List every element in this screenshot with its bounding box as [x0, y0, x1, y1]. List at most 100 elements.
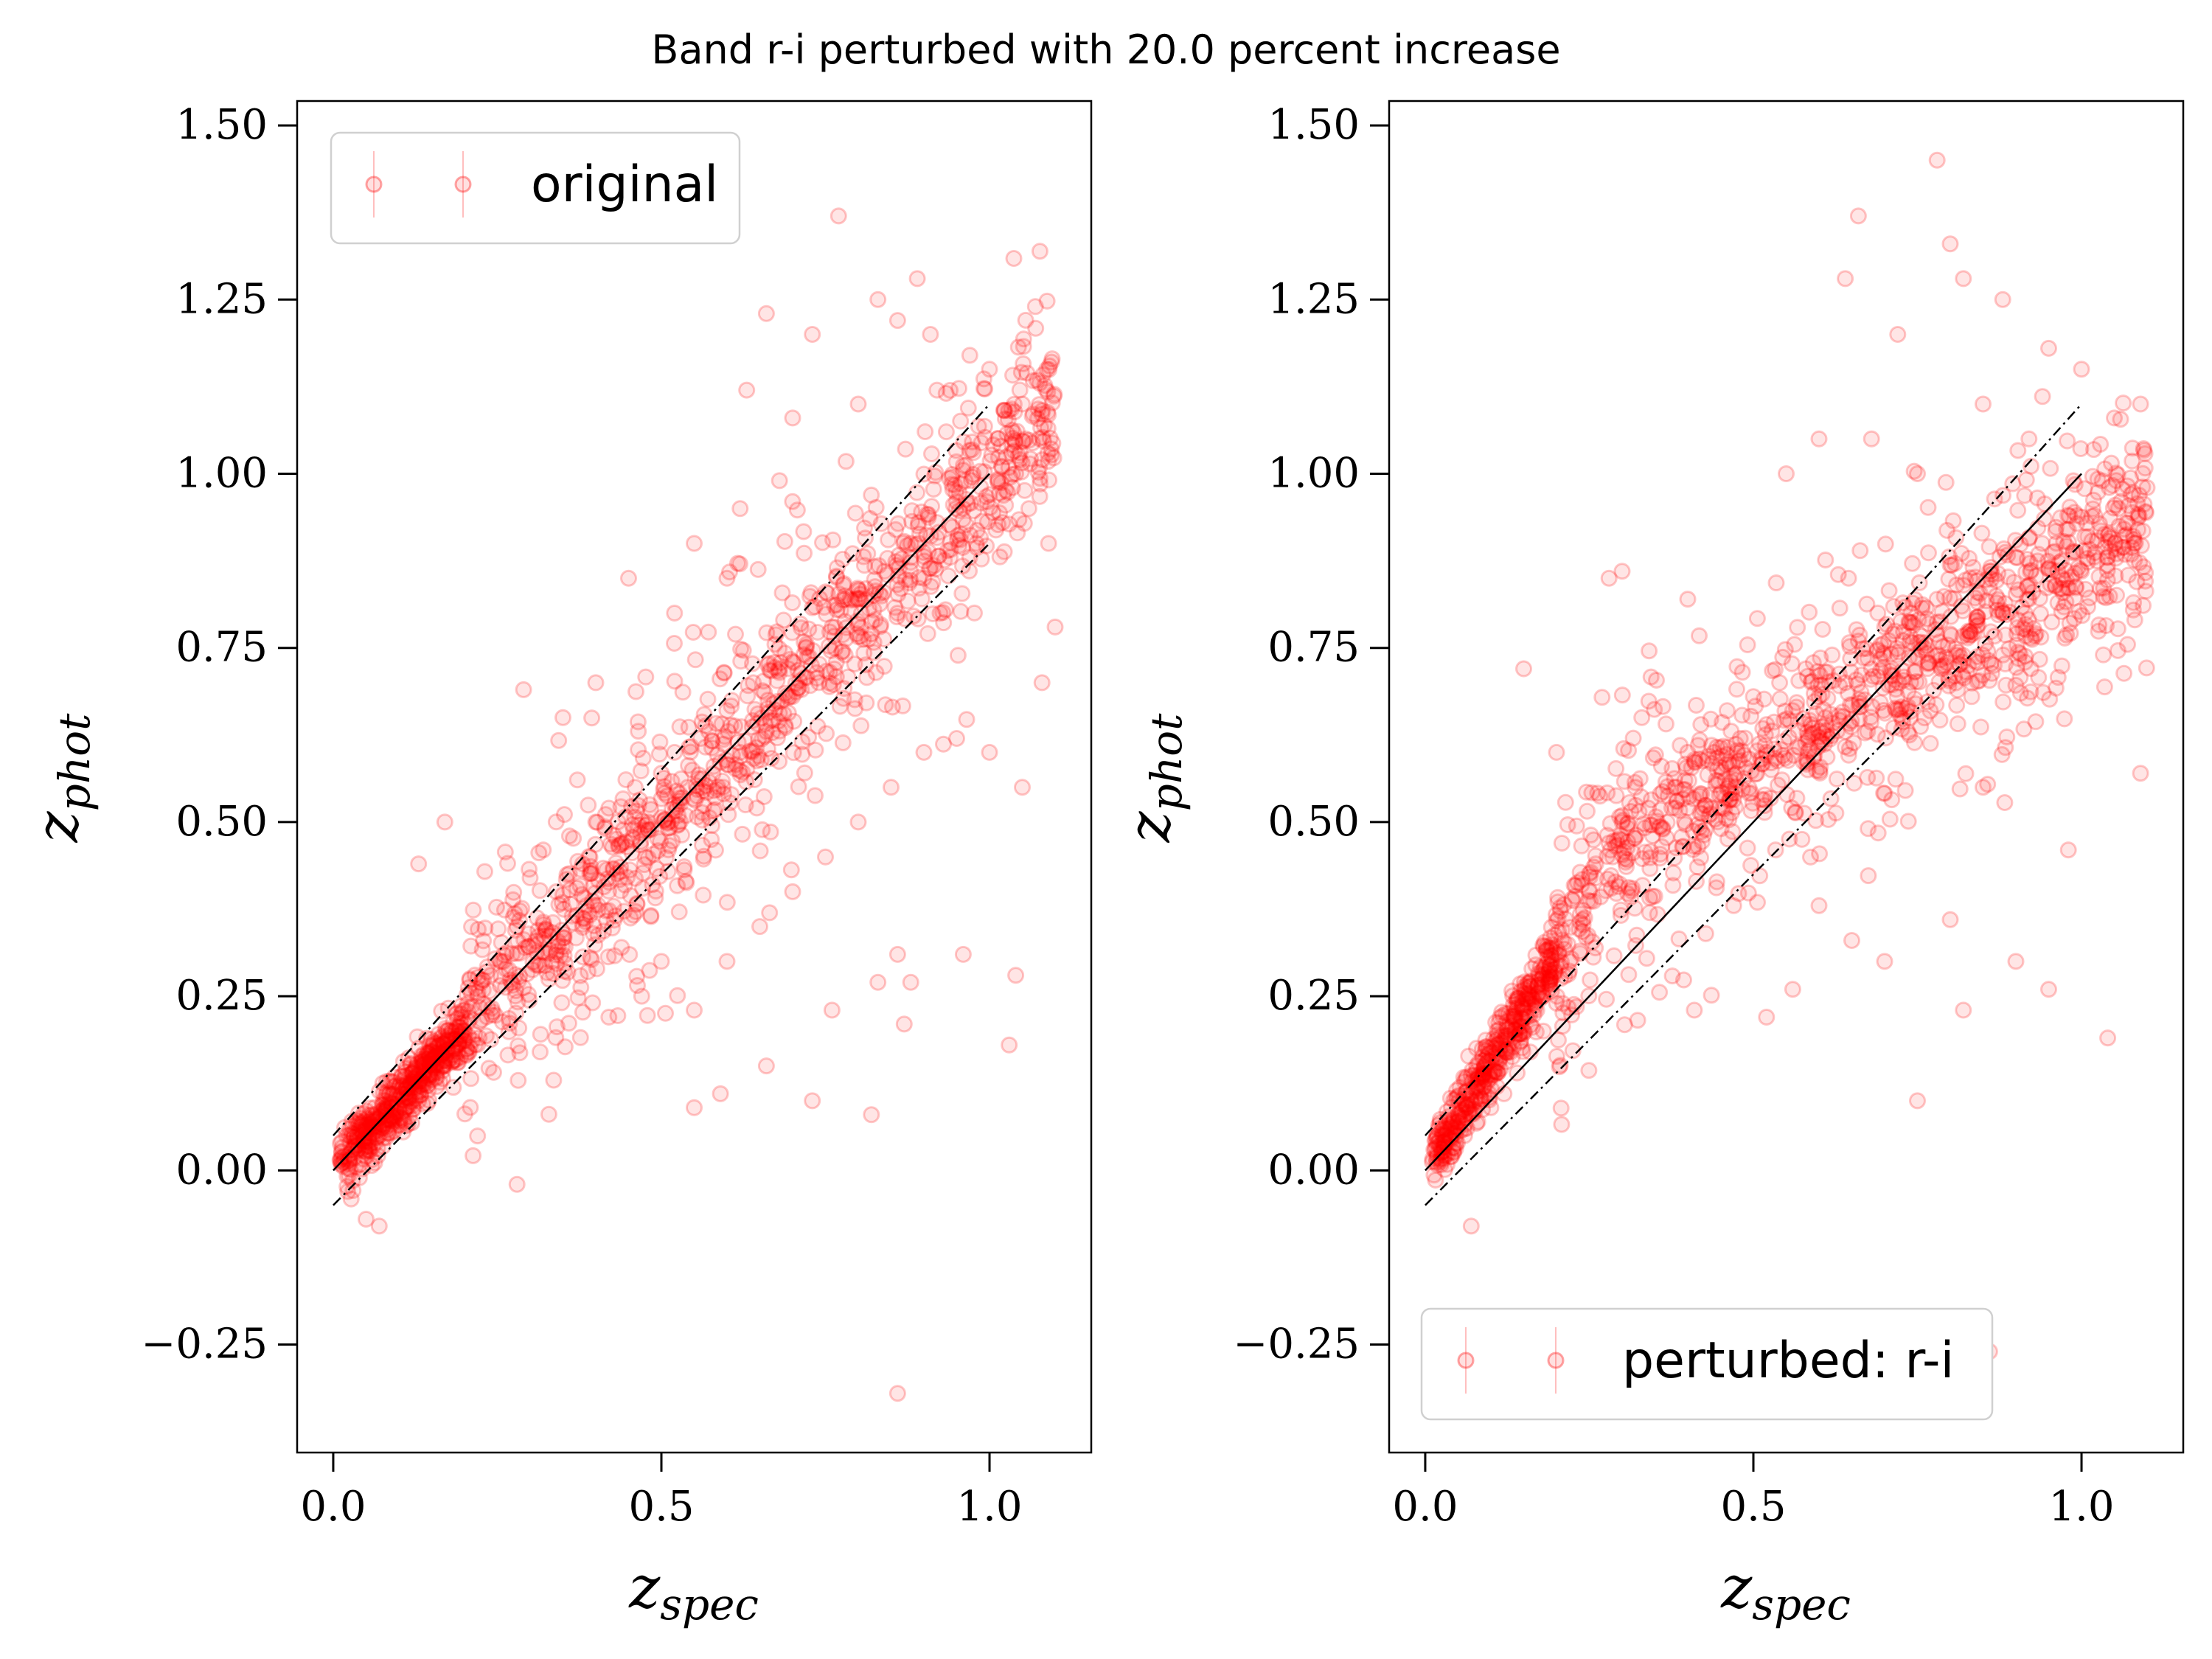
left-scatter-point	[674, 684, 692, 701]
left-scatter-point	[961, 347, 978, 364]
right-scatter-point	[1430, 1116, 1447, 1134]
left-scatter-point	[739, 687, 757, 705]
left-scatter-point	[1036, 377, 1054, 394]
left-scatter-point	[809, 717, 827, 735]
left-scatter-point	[836, 646, 854, 664]
left-scatter-point	[443, 1054, 461, 1071]
left-scatter-point	[688, 781, 706, 798]
right-scatter-point	[1907, 695, 1925, 713]
left-scatter-point	[718, 894, 736, 911]
left-scatter-point	[397, 1081, 414, 1099]
right-scatter-point	[2115, 538, 2132, 556]
right-scatter-point	[1839, 684, 1857, 702]
left-scatter-point	[1033, 406, 1051, 422]
right-scatter-point	[2084, 500, 2101, 518]
right-scatter-point	[2095, 646, 2112, 664]
right-scatter-point	[1949, 715, 1966, 733]
right-scatter-point	[1630, 803, 1648, 821]
left-scatter-point	[703, 732, 721, 750]
right-scatter-point	[2040, 339, 2057, 357]
right-scatter-point	[1933, 660, 1950, 678]
right-scatter-point	[1863, 430, 1880, 448]
left-scatter-point	[675, 858, 693, 875]
left-scatter-point	[606, 947, 623, 964]
left-scatter-point	[613, 834, 631, 852]
right-scatter-point	[1786, 636, 1804, 653]
left-scatter-point	[804, 326, 821, 343]
left-scatter-point	[731, 743, 749, 761]
left-scatter-point	[1015, 330, 1032, 348]
right-scatter-point	[1563, 890, 1581, 908]
right-y-tick-label: 1.50	[1267, 101, 1360, 149]
left-scatter-point	[954, 539, 972, 556]
left-scatter-point	[871, 585, 888, 602]
right-scatter-point	[1460, 1047, 1478, 1065]
right-scatter-point	[1516, 1023, 1534, 1041]
left-scatter-point	[715, 664, 733, 681]
left-scatter-point	[759, 740, 776, 757]
right-scatter-point	[1708, 738, 1726, 756]
left-scatter-point	[727, 625, 744, 643]
right-scatter-point	[1930, 646, 1947, 664]
left-scatter-point	[508, 918, 526, 936]
left-scatter-point	[379, 1096, 396, 1113]
left-scatter-point	[655, 769, 672, 787]
left-scatter-point	[1024, 372, 1042, 389]
right-scatter-point	[1707, 776, 1725, 794]
left-scatter-point	[620, 569, 637, 587]
right-y-tick-label: 0.50	[1267, 798, 1360, 846]
left-scatter-point	[981, 452, 999, 470]
left-scatter-point	[841, 590, 859, 608]
left-scatter-point	[666, 743, 684, 761]
right-scatter-point	[1998, 728, 2016, 745]
left-scatter-point	[1015, 515, 1033, 532]
right-scatter-point	[2007, 676, 2025, 694]
right-scatter-point	[1868, 726, 1886, 743]
left-scatter-point	[955, 456, 972, 474]
right-scatter-point	[2004, 475, 2022, 493]
left-scatter-point	[1020, 500, 1037, 518]
left-scatter-point	[771, 472, 788, 490]
left-scatter-point	[469, 984, 487, 1001]
right-scatter-point	[1869, 824, 1887, 842]
left-scatter-point	[589, 901, 607, 919]
right-scatter-point	[1612, 907, 1630, 924]
right-scatter-point	[1462, 1105, 1480, 1123]
right-scatter-point	[1574, 902, 1592, 919]
right-scatter-point	[2067, 579, 2084, 597]
left-scatter-point	[897, 440, 914, 458]
left-scatter-point	[695, 706, 713, 723]
left-scatter-point	[694, 836, 711, 854]
left-scatter-point	[587, 674, 605, 692]
left-scatter-point	[695, 847, 713, 865]
left-scatter-point	[947, 453, 965, 470]
left-scatter-point	[751, 842, 769, 860]
left-scatter-point	[341, 1120, 358, 1138]
right-scatter-point	[1851, 542, 1869, 560]
left-scatter-point	[574, 919, 591, 936]
right-scatter-point	[1728, 681, 1745, 698]
left-scatter-point	[651, 733, 669, 751]
left-scatter-point	[619, 838, 636, 856]
left-scatter-point	[731, 762, 748, 779]
left-scatter-point	[600, 799, 618, 817]
left-scatter-point	[659, 863, 677, 880]
left-scatter-point	[547, 813, 565, 831]
left-scatter-point	[705, 782, 723, 799]
left-scatter-point	[466, 1026, 484, 1043]
left-y-tick-label: −0.25	[141, 1321, 268, 1368]
left-scatter-point	[923, 445, 940, 462]
right-scatter-point	[1543, 919, 1560, 936]
left-scatter-point	[627, 869, 644, 887]
left-scatter-point	[899, 537, 917, 554]
left-scatter-point	[1008, 422, 1026, 440]
right-scatter-point	[1503, 1048, 1521, 1065]
left-scatter-point	[971, 462, 989, 480]
right-scatter-point	[2132, 395, 2149, 413]
left-scatter-point	[818, 725, 835, 742]
right-scatter-point	[1889, 326, 1907, 343]
left-scatter-point	[790, 778, 807, 796]
left-scatter-point	[639, 849, 657, 866]
left-scatter-point	[992, 474, 1010, 492]
left-scatter-point	[397, 1068, 414, 1085]
